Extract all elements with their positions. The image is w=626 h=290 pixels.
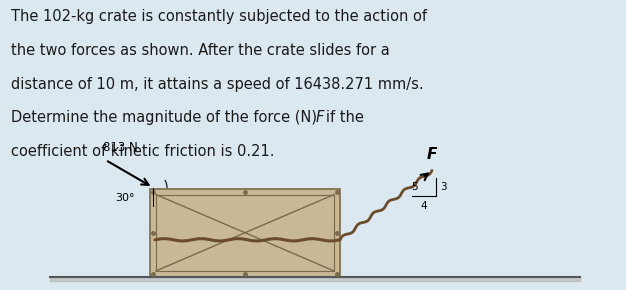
Text: 5: 5 — [411, 182, 418, 192]
Text: the two forces as shown. After the crate slides for a: the two forces as shown. After the crate… — [11, 43, 390, 58]
Text: 813 N: 813 N — [103, 141, 138, 154]
FancyBboxPatch shape — [150, 188, 340, 277]
Text: Determine the magnitude of the force (N): Determine the magnitude of the force (N) — [11, 110, 320, 125]
Text: 30°: 30° — [115, 193, 135, 203]
Text: if the: if the — [323, 110, 364, 125]
Text: 3: 3 — [440, 182, 446, 192]
Text: The 102-kg crate is constantly subjected to the action of: The 102-kg crate is constantly subjected… — [11, 9, 428, 24]
Text: 4: 4 — [421, 201, 428, 211]
Text: F: F — [316, 110, 324, 125]
Text: coefficient of kinetic friction is 0.21.: coefficient of kinetic friction is 0.21. — [11, 144, 275, 159]
Text: F: F — [427, 147, 437, 162]
Text: distance of 10 m, it attains a speed of 16438.271 mm/s.: distance of 10 m, it attains a speed of … — [11, 77, 424, 92]
